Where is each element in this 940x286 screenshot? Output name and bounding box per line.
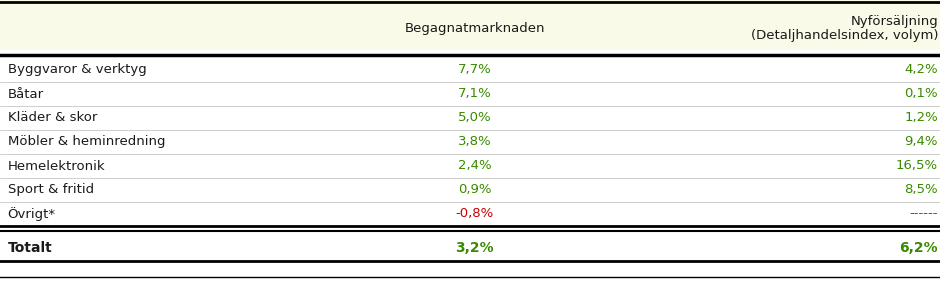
Text: Byggvaror & verktyg: Byggvaror & verktyg — [8, 63, 147, 76]
Text: Totalt: Totalt — [8, 241, 53, 255]
Text: Möbler & heminredning: Möbler & heminredning — [8, 136, 165, 148]
Text: 3,2%: 3,2% — [455, 241, 494, 255]
Bar — [0, 209, 940, 261]
Text: 0,9%: 0,9% — [458, 184, 492, 196]
Text: 4,2%: 4,2% — [904, 63, 938, 76]
Text: 9,4%: 9,4% — [904, 136, 938, 148]
Text: 1,2%: 1,2% — [904, 112, 938, 124]
Bar — [0, 0, 940, 55]
Text: 7,7%: 7,7% — [458, 63, 492, 76]
Text: 2,4%: 2,4% — [458, 160, 492, 172]
Text: Sport & fritid: Sport & fritid — [8, 184, 94, 196]
Text: 0,1%: 0,1% — [904, 88, 938, 100]
Text: 3,8%: 3,8% — [458, 136, 492, 148]
Text: 8,5%: 8,5% — [904, 184, 938, 196]
Text: Övrigt*: Övrigt* — [8, 207, 55, 221]
Text: -0,8%: -0,8% — [456, 208, 494, 221]
Text: 16,5%: 16,5% — [896, 160, 938, 172]
Text: 6,2%: 6,2% — [900, 241, 938, 255]
Text: Hemelektronik: Hemelektronik — [8, 160, 105, 172]
Text: 7,1%: 7,1% — [458, 88, 492, 100]
Text: ------: ------ — [910, 208, 938, 221]
Text: Kläder & skor: Kläder & skor — [8, 112, 97, 124]
Bar — [0, 50, 940, 226]
Text: 5,0%: 5,0% — [458, 112, 492, 124]
Text: Nyförsäljning
(Detaljhandelsindex, volym): Nyförsäljning (Detaljhandelsindex, volym… — [751, 15, 938, 43]
Text: Båtar: Båtar — [8, 88, 43, 100]
Text: Begagnatmarknaden: Begagnatmarknaden — [404, 22, 545, 35]
